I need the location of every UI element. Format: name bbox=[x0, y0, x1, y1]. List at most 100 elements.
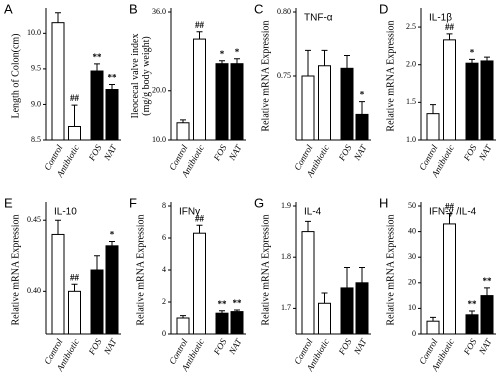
significance-label: ## bbox=[445, 202, 455, 212]
error-bar bbox=[359, 101, 365, 115]
significance-label: * bbox=[470, 47, 475, 57]
y-tick-label: 10.0 bbox=[152, 135, 166, 144]
significance-label: ## bbox=[195, 20, 205, 30]
bar bbox=[465, 62, 479, 141]
error-bar bbox=[109, 241, 115, 246]
y-axis-label: Relative mRNA Expression bbox=[10, 214, 21, 325]
y-tick-label: 40 bbox=[408, 226, 416, 235]
y-tick-label: 30 bbox=[408, 252, 416, 261]
bar bbox=[68, 125, 81, 141]
y-tick-label: 9.5 bbox=[31, 64, 41, 73]
panel-title: IFNγ bbox=[179, 207, 200, 218]
y-tick-label: 1.5 bbox=[406, 97, 416, 106]
error-bar bbox=[55, 12, 61, 23]
x-tick-label: NAT bbox=[101, 336, 119, 357]
x-tick-label: NAT bbox=[226, 336, 244, 357]
bar bbox=[480, 60, 494, 141]
bar bbox=[51, 22, 65, 141]
error-bar bbox=[446, 213, 453, 224]
bar bbox=[318, 302, 331, 335]
panel-label: C bbox=[254, 1, 263, 16]
bar bbox=[318, 65, 331, 141]
x-tick-label: FOS bbox=[211, 143, 229, 164]
significance-label: ## bbox=[70, 272, 80, 282]
error-bar bbox=[196, 224, 203, 234]
error-bar bbox=[305, 49, 311, 76]
x-tick-label: NAT bbox=[351, 142, 369, 163]
error-bar bbox=[321, 292, 328, 304]
significance-label: ** bbox=[108, 73, 118, 83]
y-tick-label: 1.8 bbox=[281, 252, 291, 261]
significance-label: ** bbox=[468, 299, 478, 309]
x-tick-label: NAT bbox=[476, 336, 494, 357]
error-bar bbox=[219, 310, 225, 314]
y-axis-label: Relative mRNA Expression bbox=[260, 20, 271, 131]
error-bar bbox=[430, 104, 436, 114]
y-tick-label: 1.0 bbox=[406, 135, 416, 144]
y-axis-label: Relative mRNA Expression bbox=[260, 214, 271, 325]
y-tick-label: 10.0 bbox=[27, 28, 41, 37]
error-bar bbox=[234, 58, 240, 64]
y-axis-label: Relative mRNA Expression bbox=[135, 214, 146, 325]
y-axis-label: Relative mRNA Expression bbox=[385, 20, 396, 131]
y-tick-label: 20 bbox=[408, 278, 416, 287]
bar bbox=[105, 245, 119, 335]
y-tick-label: 1.9 bbox=[281, 201, 291, 210]
panel-title: IL-10 bbox=[54, 207, 77, 218]
bar bbox=[340, 67, 354, 141]
y-tick-label: 9.0 bbox=[31, 99, 41, 108]
error-bar bbox=[94, 63, 100, 72]
significance-label: ## bbox=[195, 213, 205, 223]
panel-label: B bbox=[129, 1, 138, 16]
panel-title: IFN-γ /IL-4 bbox=[429, 207, 477, 218]
bar bbox=[443, 39, 456, 141]
error-bar bbox=[469, 58, 475, 64]
error-bar bbox=[484, 56, 490, 61]
y-tick-label: 36.0 bbox=[152, 7, 166, 16]
x-tick-label: FOS bbox=[461, 143, 479, 164]
significance-label: ## bbox=[70, 93, 80, 103]
y-tick-label: 20.0 bbox=[152, 86, 166, 95]
error-bar bbox=[430, 316, 436, 322]
bar bbox=[230, 63, 244, 141]
bar bbox=[90, 269, 104, 335]
error-bar bbox=[94, 255, 100, 270]
bar bbox=[215, 312, 229, 335]
y-tick-label: 0.45 bbox=[27, 215, 41, 224]
y-tick-label: 8.5 bbox=[31, 135, 41, 144]
x-tick-label: FOS bbox=[336, 337, 354, 358]
significance-label: ** bbox=[93, 52, 103, 62]
significance-label: * bbox=[360, 90, 365, 100]
error-bar bbox=[219, 60, 225, 64]
y-tick-label: 6 bbox=[162, 233, 166, 242]
significance-label: * bbox=[220, 49, 225, 59]
x-tick-label: FOS bbox=[86, 337, 104, 358]
y-tick-label: 0.40 bbox=[27, 286, 41, 295]
bar bbox=[355, 282, 369, 335]
y-tick-label: 1.7 bbox=[281, 303, 291, 312]
error-bar bbox=[196, 31, 203, 40]
y-tick-label: 8 bbox=[162, 201, 166, 210]
y-tick-label: 4 bbox=[162, 265, 166, 274]
bar bbox=[68, 290, 81, 335]
bar bbox=[176, 122, 190, 141]
error-bar bbox=[109, 84, 115, 90]
panel-title: IL-4 bbox=[304, 207, 322, 218]
error-bar bbox=[484, 287, 490, 296]
error-bar bbox=[446, 33, 453, 40]
y-tick-label: 2.5 bbox=[406, 22, 416, 31]
y-tick-label: 0.80 bbox=[277, 7, 291, 16]
bar bbox=[193, 232, 206, 335]
error-bar bbox=[180, 315, 186, 318]
x-tick-label: FOS bbox=[86, 143, 104, 164]
x-tick-label: NAT bbox=[226, 142, 244, 163]
y-axis-label: Relative mRNA Expression bbox=[385, 214, 396, 325]
x-tick-label: FOS bbox=[336, 143, 354, 164]
panel-title: IL-1β bbox=[429, 13, 452, 24]
significance-label: ## bbox=[445, 22, 455, 32]
bar bbox=[465, 314, 479, 335]
bar bbox=[426, 113, 440, 141]
panel-label: A bbox=[4, 1, 13, 16]
bar bbox=[193, 38, 206, 141]
